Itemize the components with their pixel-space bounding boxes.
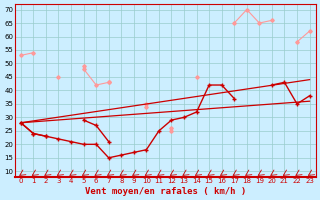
X-axis label: Vent moyen/en rafales ( km/h ): Vent moyen/en rafales ( km/h ) [84,187,246,196]
